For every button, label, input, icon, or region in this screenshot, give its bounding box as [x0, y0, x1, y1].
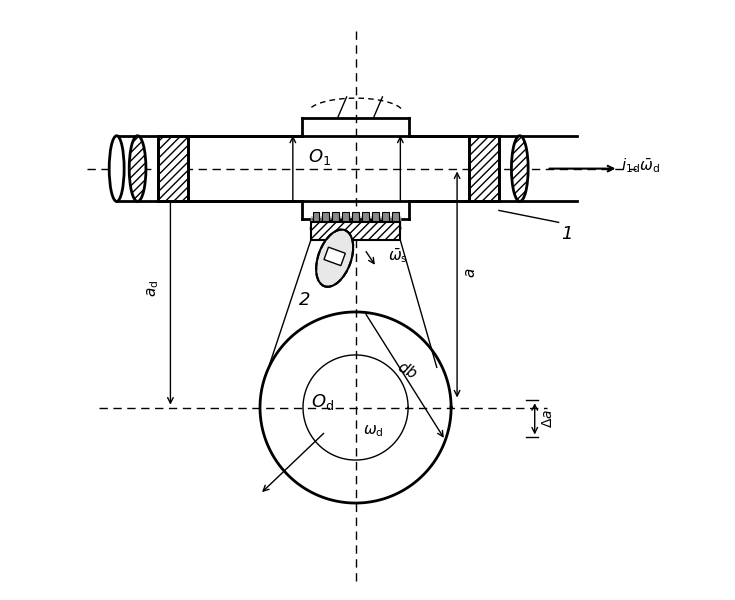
Text: $\bar{\omega}_{\mathrm{s}}$: $\bar{\omega}_{\mathrm{s}}$: [388, 246, 409, 265]
FancyBboxPatch shape: [382, 212, 389, 223]
Ellipse shape: [316, 230, 353, 287]
FancyBboxPatch shape: [372, 212, 379, 223]
Text: $O_\mathrm{d}$: $O_\mathrm{d}$: [311, 392, 334, 412]
Bar: [324, 247, 345, 266]
FancyBboxPatch shape: [362, 212, 369, 223]
Text: $db$: $db$: [395, 358, 420, 382]
Text: $a$: $a$: [463, 268, 478, 278]
FancyBboxPatch shape: [352, 212, 359, 223]
Text: $i_{1\mathrm{d}}\bar{\omega}_{\mathrm{d}}$: $i_{1\mathrm{d}}\bar{\omega}_{\mathrm{d}…: [621, 156, 660, 175]
Text: $\Delta a$: $\Delta a$: [541, 409, 555, 428]
FancyBboxPatch shape: [312, 212, 319, 223]
Text: 1: 1: [562, 226, 573, 244]
Bar: [469, 136, 499, 202]
Ellipse shape: [512, 136, 528, 202]
Bar: [159, 136, 188, 202]
Text: $O_1$: $O_1$: [308, 146, 331, 167]
Text: $\omega_\mathrm{d}$: $\omega_\mathrm{d}$: [363, 424, 384, 439]
Text: $a_\mathrm{d}$: $a_\mathrm{d}$: [146, 280, 162, 296]
Ellipse shape: [129, 136, 146, 202]
Bar: [469, 136, 499, 202]
Text: 2: 2: [299, 291, 311, 309]
Bar: [159, 136, 188, 202]
FancyBboxPatch shape: [343, 212, 349, 223]
FancyBboxPatch shape: [311, 223, 401, 240]
FancyBboxPatch shape: [392, 212, 398, 223]
FancyBboxPatch shape: [332, 212, 339, 223]
Ellipse shape: [110, 136, 124, 202]
FancyBboxPatch shape: [323, 212, 329, 223]
